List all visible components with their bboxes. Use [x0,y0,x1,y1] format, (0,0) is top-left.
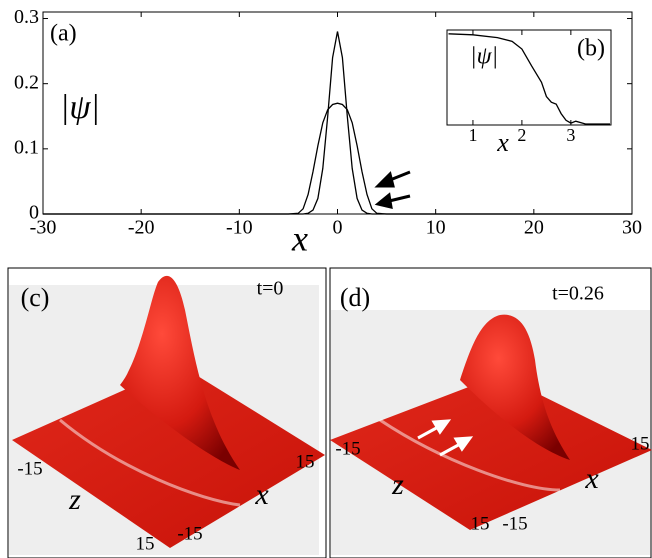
x-tick-label: 20 [524,217,544,239]
x-axis-label: x [291,218,308,258]
x-tick-label: 2 [517,125,526,145]
panel-label: (b) [577,36,605,62]
panel-label: (a) [50,21,77,47]
axis-label: x [584,462,599,495]
figure: -30-20-10010203000.10.20.3(a)|ψ|x123(b)|… [0,0,652,558]
y-tick-label: 0.2 [14,71,39,93]
axis-tick-label: -15 [17,458,42,479]
x-tick-label: 10 [426,217,446,239]
y-tick-label: 0.1 [14,136,39,158]
axis-tick-label: -15 [502,513,527,534]
y-tick-label: 0.3 [14,6,39,28]
axis-tick-label: -15 [177,523,202,544]
time-label: t=0.26 [552,283,604,305]
x-tick-label: 0 [333,217,343,239]
axis-label: z [391,468,404,501]
axis-tick-label: 15 [296,451,315,472]
time-label: t=0 [257,278,284,300]
panel-label: (c) [21,283,50,312]
x-tick-label: 1 [468,125,477,145]
axis-tick-label: 15 [471,513,490,534]
x-tick-label: 3 [566,125,575,145]
axis-tick-label: -15 [335,438,360,459]
axis-label: x [254,478,269,511]
x-tick-label: 30 [622,217,642,239]
axis-tick-label: 15 [631,433,650,454]
x-tick-label: -10 [226,217,253,239]
y-axis-label: |ψ| [470,44,498,70]
axis-label: z [68,483,81,516]
y-axis-label: |ψ| [60,89,100,126]
panel-label: (d) [340,283,370,312]
axis-tick-label: 15 [136,533,155,554]
x-axis-label: x [496,128,509,157]
y-tick-label: 0 [29,202,39,224]
x-tick-label: -20 [128,217,155,239]
